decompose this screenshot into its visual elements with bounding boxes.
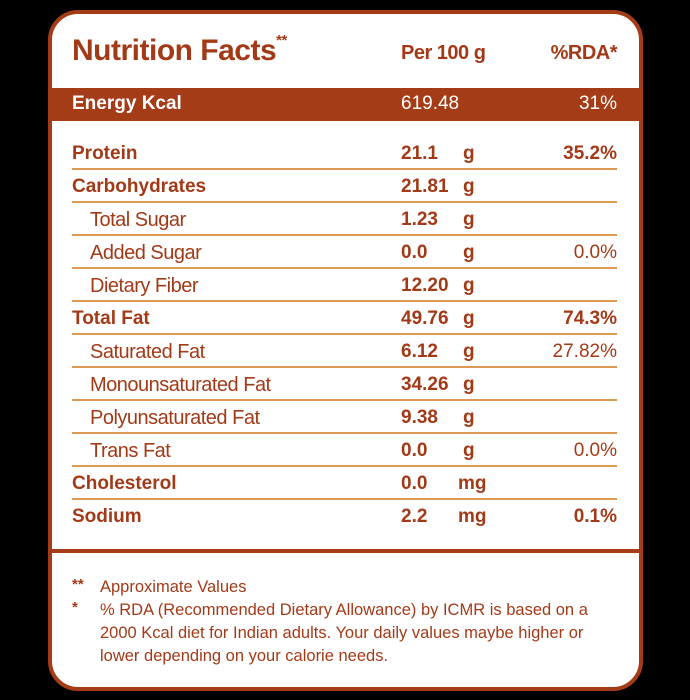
nutrient-name: Polyunsaturated Fat (90, 407, 260, 429)
nutrient-name: Sodium (72, 506, 142, 527)
table-row: Trans Fat 0.0 g 0.0% (72, 434, 617, 467)
title-text: Nutrition Facts (72, 34, 277, 67)
nutrient-rda: 74.3% (563, 308, 617, 329)
nutrition-facts-panel: Nutrition Facts** Per 100 g %RDA* Energy… (48, 10, 643, 691)
nutrient-name: Carbohydrates (72, 176, 207, 197)
footnote-text: % RDA (Recommended Dietary Allowance) by… (100, 601, 588, 665)
nutrient-amount: 1.23 (401, 209, 438, 230)
energy-label: Energy Kcal (72, 93, 182, 114)
nutrient-unit: g (463, 374, 475, 395)
table-row: Saturated Fat 6.12 g 27.82% (72, 335, 617, 368)
footnote-text: Approximate Values (100, 578, 247, 596)
footnotes: ** Approximate Values * % RDA (Recommended… (72, 576, 619, 668)
title-footnote-mark: ** (276, 32, 287, 49)
nutrient-amount: 34.26 (401, 374, 449, 395)
nutrient-amount: 49.76 (401, 308, 449, 329)
nutrient-amount: 0.0 (401, 242, 428, 263)
table-row: Polyunsaturated Fat 9.38 g (72, 401, 617, 434)
nutrient-amount: 2.2 (401, 506, 428, 527)
nutrient-unit: g (463, 407, 475, 428)
table-row: Dietary Fiber 12.20 g (72, 269, 617, 302)
section-divider (52, 549, 639, 553)
nutrient-name: Protein (72, 143, 138, 164)
rda-header: %RDA* (550, 42, 618, 64)
table-row: Carbohydrates 21.81 g (72, 170, 617, 203)
nutrient-name: Total Fat (72, 308, 150, 329)
footnote-mark: ** (72, 576, 84, 593)
nutrient-rda: 35.2% (563, 143, 617, 164)
table-row: Total Fat 49.76 g 74.3% (72, 302, 617, 335)
table-row: Cholesterol 0.0 mg (72, 467, 617, 500)
per-100g-header: Per 100 g (401, 42, 486, 64)
nutrient-amount: 6.12 (401, 341, 438, 362)
nutrient-name: Dietary Fiber (90, 275, 198, 297)
nutrient-rda: 0.0% (573, 440, 617, 461)
nutrient-table: Protein 21.1 g 35.2% Carbohydrates 21.81 g To… (72, 137, 617, 533)
nutrient-amount: 21.81 (401, 176, 449, 197)
nutrient-unit: g (463, 242, 475, 263)
nutrient-name: Trans Fat (90, 440, 171, 462)
nutrient-name: Monounsaturated Fat (90, 374, 271, 396)
table-row: Sodium 2.2 mg 0.1% (72, 500, 617, 533)
title-row: Nutrition Facts** Per 100 g %RDA* (52, 14, 639, 88)
table-row: Added Sugar 0.0 g 0.0% (72, 236, 617, 269)
footnote: ** Approximate Values (72, 576, 619, 599)
energy-rda: 31% (578, 93, 617, 114)
nutrient-amount: 9.38 (401, 407, 438, 428)
nutrient-name: Saturated Fat (90, 341, 205, 363)
footnote: * % RDA (Recommended Dietary Allowance) b… (72, 599, 619, 668)
energy-row: Energy Kcal 619.48 31% (52, 88, 639, 121)
nutrient-rda: 0.0% (573, 242, 617, 263)
nutrient-amount: 0.0 (401, 473, 428, 494)
nutrient-unit: g (463, 308, 475, 329)
nutrient-name: Added Sugar (90, 242, 202, 264)
nutrient-unit: g (463, 143, 475, 164)
nutrient-rda: 27.82% (552, 341, 617, 362)
nutrient-unit: mg (458, 473, 487, 494)
nutrient-unit: g (463, 275, 475, 296)
nutrient-rda: 0.1% (573, 506, 617, 527)
nutrient-unit: g (463, 209, 475, 230)
nutrient-amount: 12.20 (401, 275, 449, 296)
nutrient-amount: 0.0 (401, 440, 428, 461)
table-row: Protein 21.1 g 35.2% (72, 137, 617, 170)
page-title: Nutrition Facts** (72, 32, 287, 68)
nutrient-name: Cholesterol (72, 473, 177, 494)
table-row: Total Sugar 1.23 g (72, 203, 617, 236)
nutrient-name: Total Sugar (90, 209, 186, 231)
table-row: Monounsaturated Fat 34.26 g (72, 368, 617, 401)
nutrient-unit: g (463, 440, 475, 461)
nutrient-unit: mg (458, 506, 487, 527)
nutrient-unit: g (463, 176, 475, 197)
nutrient-unit: g (463, 341, 475, 362)
footnote-mark: * (72, 599, 78, 616)
nutrient-amount: 21.1 (401, 143, 438, 164)
energy-value: 619.48 (401, 93, 460, 114)
